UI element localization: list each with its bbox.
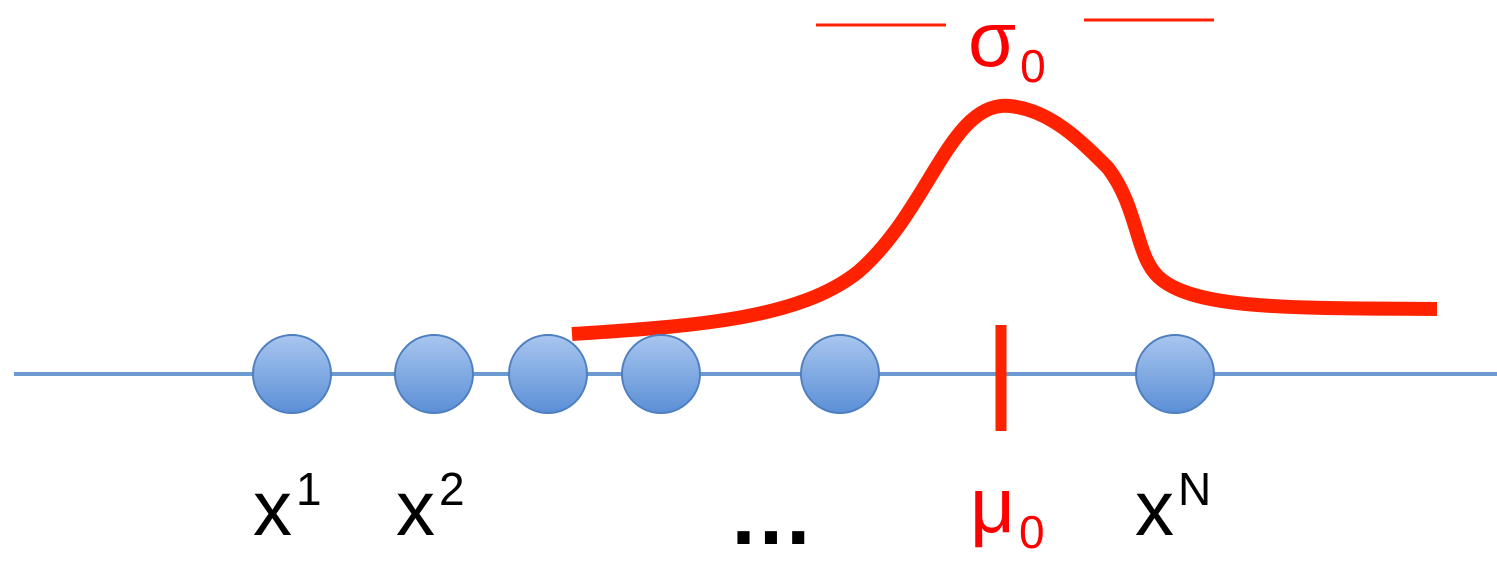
- label-ellipsis: …: [728, 467, 814, 563]
- data-point-x4: [621, 334, 701, 414]
- label-x1: x1: [253, 466, 322, 547]
- data-point-xN: [1135, 334, 1215, 414]
- label-xN: xN: [1135, 466, 1211, 547]
- label-mu: μ0: [970, 466, 1045, 555]
- data-point-x5: [800, 334, 880, 414]
- label-xN-sup: N: [1178, 463, 1212, 515]
- label-sigma: σ0: [968, 0, 1046, 89]
- label-x2: x2: [396, 466, 465, 547]
- label-x1-base: x: [253, 464, 292, 552]
- data-point-x2: [394, 334, 474, 414]
- data-point-x1: [252, 334, 332, 414]
- label-sigma-base: σ: [968, 0, 1017, 83]
- label-xN-base: x: [1135, 464, 1174, 552]
- label-mu-base: μ: [970, 461, 1015, 549]
- label-mu-sub: 0: [1018, 506, 1045, 558]
- label-x2-sup: 2: [439, 463, 465, 515]
- data-point-x3: [508, 334, 588, 414]
- label-x2-base: x: [396, 464, 435, 552]
- label-x1-sup: 1: [296, 463, 322, 515]
- prior-curve: [571, 98, 1438, 341]
- label-sigma-sub: 0: [1020, 40, 1046, 92]
